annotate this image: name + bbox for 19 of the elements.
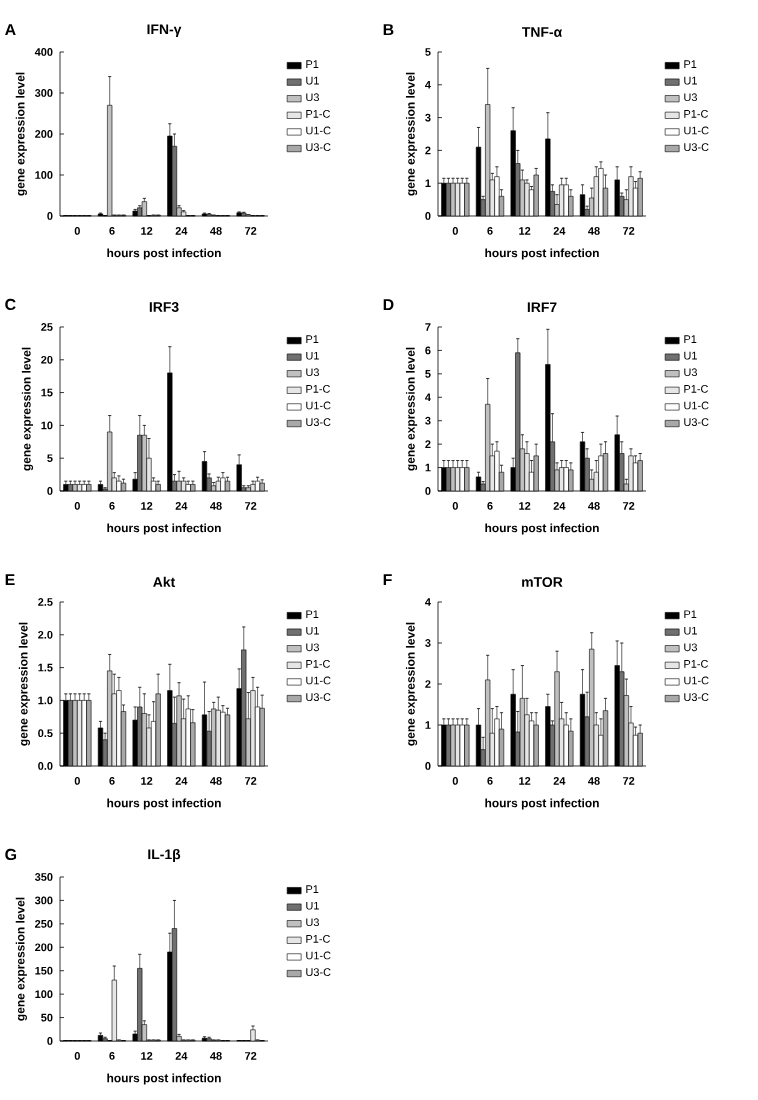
bar <box>67 484 74 492</box>
bar <box>220 477 226 492</box>
bar <box>445 724 452 767</box>
bar <box>250 1029 256 1042</box>
bar <box>141 201 147 217</box>
bar <box>72 484 78 492</box>
bar <box>220 711 226 767</box>
bar <box>67 700 74 767</box>
bar <box>445 467 452 492</box>
bar <box>450 724 456 767</box>
bar <box>450 467 456 492</box>
bar <box>176 480 182 492</box>
bar <box>598 168 604 217</box>
bar <box>72 700 78 767</box>
bar <box>445 182 452 217</box>
bar <box>250 484 256 492</box>
bar <box>450 182 456 217</box>
bar <box>211 485 217 492</box>
bar <box>116 480 122 492</box>
